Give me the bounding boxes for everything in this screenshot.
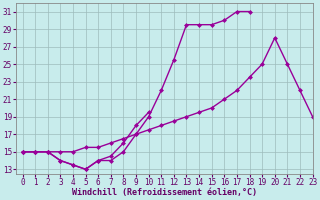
X-axis label: Windchill (Refroidissement éolien,°C): Windchill (Refroidissement éolien,°C)	[72, 188, 257, 197]
